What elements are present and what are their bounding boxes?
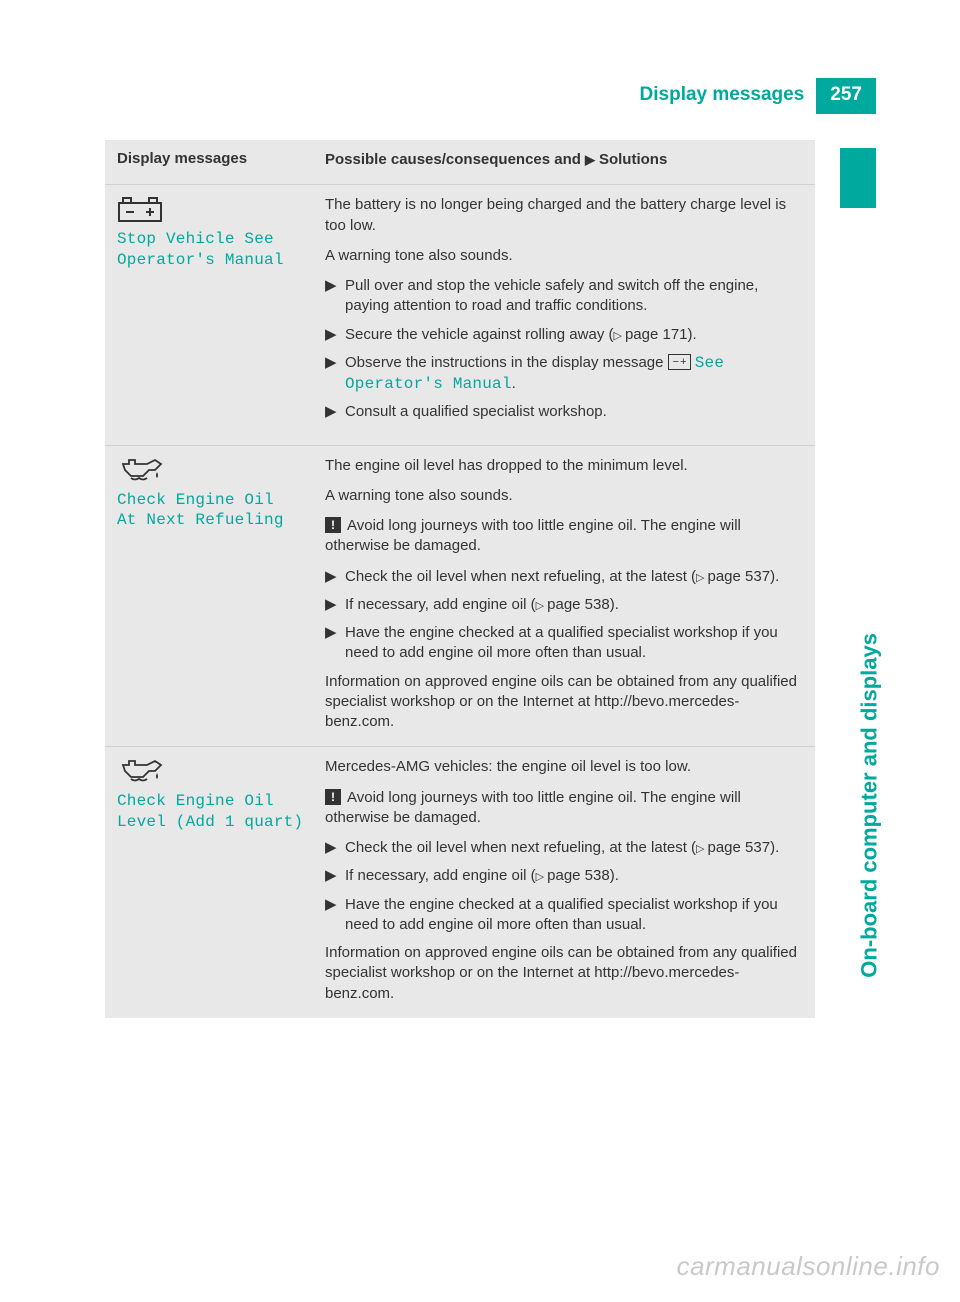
action-item: ▶If necessary, add engine oil (page 538)… xyxy=(325,595,803,615)
display-message-text: Stop Vehicle See Operator's Manual xyxy=(117,229,305,271)
page-number: 257 xyxy=(816,78,876,114)
intro-text: A warning tone also sounds. xyxy=(325,486,803,506)
action-item: ▶Check the oil level when next refueling… xyxy=(325,567,803,587)
solutions-icon: ▶ xyxy=(585,151,595,169)
side-tab xyxy=(840,148,876,208)
display-message-text: Check Engine Oil At Next Refueling xyxy=(117,490,305,532)
page-header: Display messages 257 xyxy=(640,78,876,114)
intro-text: The battery is no longer being charged a… xyxy=(325,195,803,236)
battery-icon xyxy=(117,195,305,223)
action-item: ▶Secure the vehicle against rolling away… xyxy=(325,325,803,345)
outro-text: Information on approved engine oils can … xyxy=(325,943,803,1004)
header-right-prefix: Possible causes/consequences and xyxy=(325,150,581,170)
action-item: ▶Consult a qualified specialist workshop… xyxy=(325,402,803,422)
table-row: Check Engine Oil At Next Refueling The e… xyxy=(105,445,815,747)
side-tab-bar xyxy=(840,148,876,208)
action-item: ▶If necessary, add engine oil (page 538)… xyxy=(325,866,803,886)
display-message-cell: Stop Vehicle See Operator's Manual xyxy=(105,185,315,444)
warning-text: !Avoid long journeys with too little eng… xyxy=(325,516,803,557)
warning-icon: ! xyxy=(325,789,341,805)
solution-cell: The engine oil level has dropped to the … xyxy=(315,446,815,747)
messages-table: Display messages Possible causes/consequ… xyxy=(105,140,815,1018)
table-header-right: Possible causes/consequences and ▶ Solut… xyxy=(315,140,815,184)
oil-icon xyxy=(117,757,305,785)
oil-icon xyxy=(117,456,305,484)
warning-text: !Avoid long journeys with too little eng… xyxy=(325,788,803,829)
outro-text: Information on approved engine oils can … xyxy=(325,672,803,733)
solution-cell: Mercedes-AMG vehicles: the engine oil le… xyxy=(315,747,815,1018)
display-message-cell: Check Engine Oil At Next Refueling xyxy=(105,446,315,747)
header-title: Display messages xyxy=(640,78,817,114)
intro-text: A warning tone also sounds. xyxy=(325,246,803,266)
battery-inline-icon: − + xyxy=(668,354,691,370)
display-message-cell: Check Engine Oil Level (Add 1 quart) xyxy=(105,747,315,1018)
action-item: ▶Have the engine checked at a qualified … xyxy=(325,895,803,936)
display-message-text: Check Engine Oil Level (Add 1 quart) xyxy=(117,791,305,833)
warning-icon: ! xyxy=(325,517,341,533)
table-header-row: Display messages Possible causes/consequ… xyxy=(105,140,815,184)
action-item: ▶Have the engine checked at a qualified … xyxy=(325,623,803,664)
watermark: carmanualsonline.info xyxy=(677,1251,940,1282)
action-item: ▶Check the oil level when next refueling… xyxy=(325,838,803,858)
action-item: ▶Pull over and stop the vehicle safely a… xyxy=(325,276,803,317)
table-row: Check Engine Oil Level (Add 1 quart) Mer… xyxy=(105,746,815,1018)
intro-text: Mercedes-AMG vehicles: the engine oil le… xyxy=(325,757,803,777)
table-row: Stop Vehicle See Operator's Manual The b… xyxy=(105,184,815,444)
header-right-suffix: Solutions xyxy=(599,150,667,170)
solution-cell: The battery is no longer being charged a… xyxy=(315,185,815,444)
table-header-left: Display messages xyxy=(105,140,315,184)
intro-text: The engine oil level has dropped to the … xyxy=(325,456,803,476)
action-item: ▶Observe the instructions in the display… xyxy=(325,353,803,395)
section-side-label: On-board computer and displays xyxy=(857,633,883,978)
